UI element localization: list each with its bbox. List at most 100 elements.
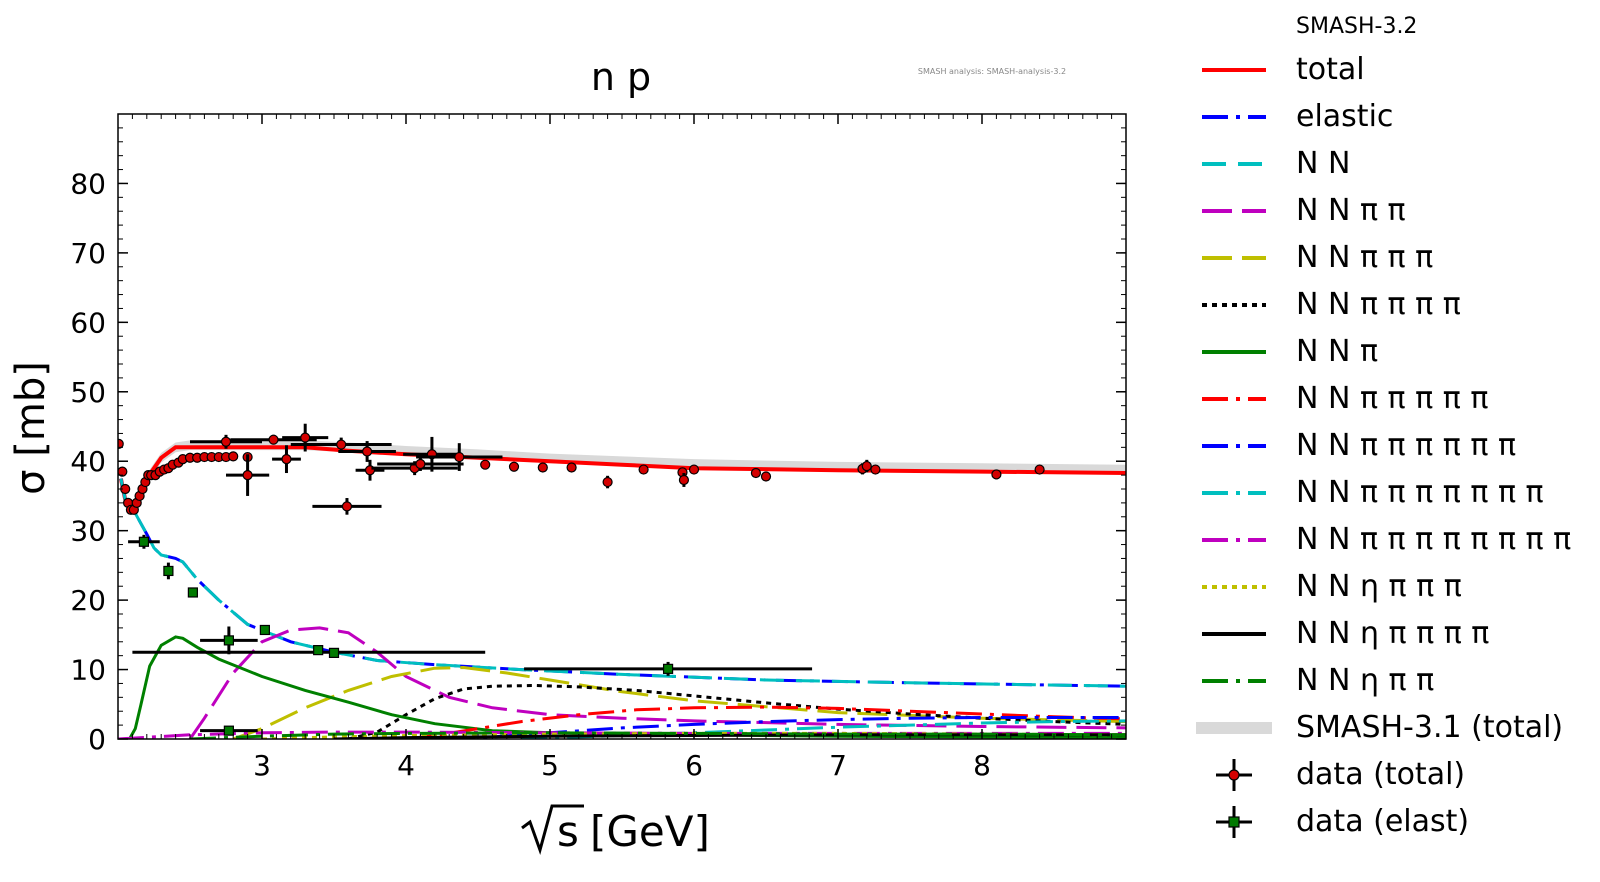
- legend-label: N N π π π π π: [1296, 381, 1489, 416]
- legend-swatch: [1202, 303, 1266, 307]
- y-tick-label: 60: [70, 306, 106, 339]
- legend-swatch: [1202, 444, 1266, 448]
- legend-swatch: [1202, 350, 1266, 354]
- data-total-point: [341, 501, 353, 512]
- legend-swatch: [1202, 632, 1266, 636]
- legend-header: SMASH-3.2: [1296, 14, 1418, 39]
- legend-swatch: [1202, 256, 1266, 260]
- legend-item: N N η π π: [1196, 659, 1600, 703]
- y-tick-label: 40: [70, 445, 106, 478]
- plot-inner: [118, 423, 1126, 739]
- series-line-9: [521, 719, 1126, 739]
- legend-label: N N π π π π π π π: [1296, 475, 1544, 510]
- data-total-point: [415, 458, 426, 470]
- y-tick-label: 20: [70, 584, 106, 617]
- legend-label: total: [1296, 52, 1365, 87]
- legend-item: total: [1196, 48, 1600, 92]
- data-total-point: [268, 434, 279, 445]
- legend-label: N N η π π: [1296, 663, 1435, 698]
- legend-swatch: [1202, 162, 1266, 166]
- data-elast-point: [328, 647, 340, 658]
- legend-swatch: [1202, 209, 1266, 213]
- legend-label: N N π: [1296, 334, 1379, 369]
- y-tick-label: 30: [70, 515, 106, 548]
- y-tick-label: 70: [70, 237, 106, 270]
- legend-label: N N π π π: [1296, 240, 1434, 275]
- data-total-point: [870, 464, 881, 475]
- x-tick-label: 5: [541, 749, 559, 782]
- legend-swatch: [1202, 585, 1266, 589]
- series-line-13: [189, 731, 1126, 739]
- data-elast-point: [662, 663, 674, 674]
- legend-item: N N: [1196, 142, 1600, 186]
- legend-item: N N π π π π π π π: [1196, 471, 1600, 515]
- y-tick-label: 0: [88, 723, 106, 756]
- y-axis-label: σ [mb]: [8, 361, 54, 495]
- data-total-point: [602, 476, 613, 488]
- analysis-note: SMASH analysis: SMASH-analysis-3.2: [918, 67, 1066, 76]
- data-elast-point: [223, 725, 234, 736]
- data-total-point: [678, 474, 690, 486]
- data-total-point: [454, 451, 465, 463]
- x-tick-label: 6: [685, 749, 703, 782]
- x-tick-label: 8: [973, 749, 991, 782]
- data-total-point: [861, 460, 872, 472]
- legend-swatch: [1202, 491, 1266, 495]
- legend: SMASH-3.2 total elastic N N N N π π N N π π …: [1196, 0, 1600, 882]
- data-total-point: [688, 464, 700, 475]
- legend-swatch: [1202, 115, 1266, 119]
- data-elast-point: [259, 624, 270, 636]
- series-line-7: [405, 705, 1126, 739]
- legend-swatch: [1202, 68, 1266, 72]
- legend-item: N N π π π π: [1196, 283, 1600, 327]
- data-total-point: [566, 462, 577, 473]
- data-elast-point: [187, 587, 198, 598]
- legend-item: data (elast): [1196, 800, 1600, 844]
- chart-title: n p: [591, 55, 651, 99]
- legend-label: N N η π π π π: [1296, 616, 1490, 651]
- data-total-point: [508, 461, 520, 472]
- x-tick-label: 4: [397, 749, 415, 782]
- legend-item: data (total): [1196, 753, 1600, 797]
- data-total-point: [220, 436, 232, 447]
- data-elast-point: [223, 635, 234, 646]
- data-elast-point: [313, 645, 324, 656]
- plot-frame: [117, 113, 1127, 740]
- x-tick-label: 7: [829, 749, 847, 782]
- legend-label: N N π π π π: [1296, 287, 1461, 322]
- series-line-1: [119, 478, 1126, 688]
- data-total-point: [760, 471, 772, 482]
- legend-swatch: [1216, 806, 1252, 838]
- data-total-point: [336, 439, 347, 450]
- data-total-point: [118, 466, 128, 477]
- legend-swatch: [1202, 397, 1266, 401]
- data-total-point: [228, 451, 239, 462]
- data-total-point: [281, 454, 292, 465]
- x-axis-symbol: s: [557, 807, 579, 856]
- legend-label: SMASH-3.1 (total): [1296, 710, 1564, 745]
- y-tick-label: 10: [70, 654, 106, 687]
- legend-item: N N π π π: [1196, 236, 1600, 280]
- legend-swatch: [1202, 538, 1266, 542]
- legend-label: N N η π π π: [1296, 569, 1462, 604]
- legend-item: N N η π π π: [1196, 565, 1600, 609]
- sqrt-radical-icon: [521, 804, 584, 855]
- legend-item: N N π π π π π π: [1196, 424, 1600, 468]
- series-line-4: [232, 665, 1126, 739]
- data-total-point: [242, 470, 253, 481]
- y-tick-label: 50: [70, 376, 106, 409]
- x-axis-label: [GeV]: [590, 807, 710, 856]
- series-line-5: [348, 683, 1126, 739]
- legend-label: data (total): [1296, 757, 1466, 792]
- series-line-2: [119, 478, 1126, 688]
- data-elast-point: [163, 565, 174, 577]
- legend-label: N N π π π π π π: [1296, 428, 1517, 463]
- legend-item: N N η π π π π: [1196, 612, 1600, 656]
- legend-item: elastic: [1196, 95, 1600, 139]
- legend-item: N N π π π π π: [1196, 377, 1600, 421]
- legend-swatch: [1196, 722, 1272, 734]
- legend-item: SMASH-3.1 (total): [1196, 706, 1600, 750]
- legend-label: N N π π: [1296, 193, 1406, 228]
- legend-label: elastic: [1296, 99, 1394, 134]
- data-total-point: [480, 459, 491, 470]
